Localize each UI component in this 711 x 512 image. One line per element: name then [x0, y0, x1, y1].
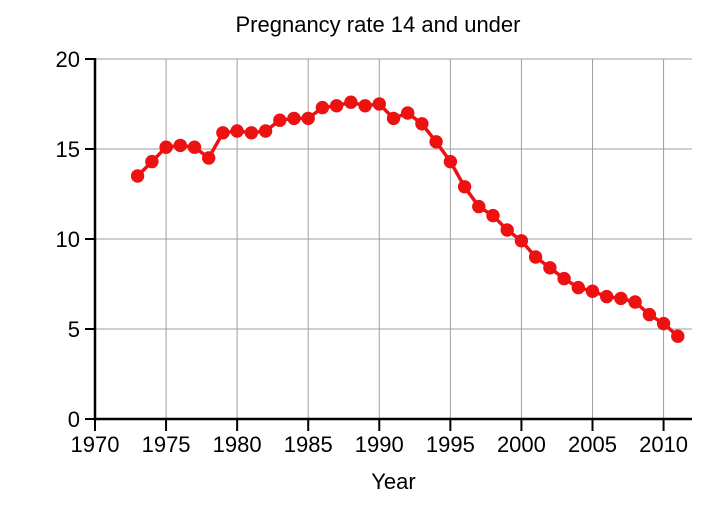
x-tick-label: 1980: [213, 432, 262, 457]
data-point: [187, 140, 202, 154]
data-point: [130, 169, 145, 183]
data-point: [145, 154, 159, 169]
data-point: [258, 124, 273, 138]
data-point: [671, 329, 685, 343]
data-point: [543, 261, 557, 275]
data-point: [571, 280, 585, 295]
data-point: [528, 250, 543, 264]
y-axis-tick-labels: 0 5 10 15 20: [56, 47, 80, 432]
data-point: [401, 106, 415, 120]
data-point: [457, 180, 472, 194]
y-tick-label: 15: [56, 137, 80, 162]
y-axis-ticks: [85, 58, 95, 420]
data-point: [173, 138, 187, 153]
y-tick-label: 5: [68, 317, 80, 342]
y-tick-label: 20: [56, 47, 80, 72]
data-point: [500, 223, 514, 237]
data-point: [329, 99, 344, 113]
x-tick-label: 2010: [639, 432, 688, 457]
y-tick-label: 10: [56, 227, 80, 252]
data-point: [429, 135, 443, 149]
data-point: [244, 126, 259, 140]
data-point: [344, 95, 358, 109]
data-point: [216, 126, 230, 140]
x-tick-label: 2005: [568, 432, 617, 457]
data-series: [130, 95, 685, 343]
data-point: [230, 124, 244, 138]
x-axis-label: Year: [371, 469, 415, 494]
x-tick-label: 1970: [71, 432, 120, 457]
data-point: [585, 284, 600, 298]
x-axis-tick-labels: 1970 1975 1980 1985 1990 1995 2000 2005 2010: [71, 432, 689, 457]
data-point: [443, 154, 458, 169]
x-tick-label: 1975: [142, 432, 191, 457]
data-point: [273, 113, 287, 127]
data-point: [315, 100, 330, 115]
y-tick-label: 0: [68, 407, 80, 432]
x-axis-ticks: [94, 419, 665, 431]
data-point: [415, 117, 429, 131]
data-point: [600, 289, 614, 304]
data-point: [159, 140, 173, 154]
x-tick-label: 2000: [497, 432, 546, 457]
data-point: [557, 271, 571, 286]
x-tick-label: 1990: [355, 432, 404, 457]
data-point: [642, 307, 657, 322]
data-point: [386, 111, 401, 126]
data-point: [301, 111, 315, 126]
data-point: [358, 99, 372, 113]
data-point: [372, 97, 386, 111]
data-point: [628, 295, 642, 309]
data-point: [202, 151, 216, 165]
x-tick-label: 1985: [284, 432, 333, 457]
data-point: [472, 199, 486, 214]
data-point: [486, 208, 500, 223]
x-tick-label: 1995: [426, 432, 475, 457]
data-point: [656, 316, 671, 331]
data-point: [514, 234, 529, 248]
data-point: [287, 111, 301, 126]
chart-title: Pregnancy rate 14 and under: [236, 12, 521, 37]
data-point: [614, 291, 628, 306]
